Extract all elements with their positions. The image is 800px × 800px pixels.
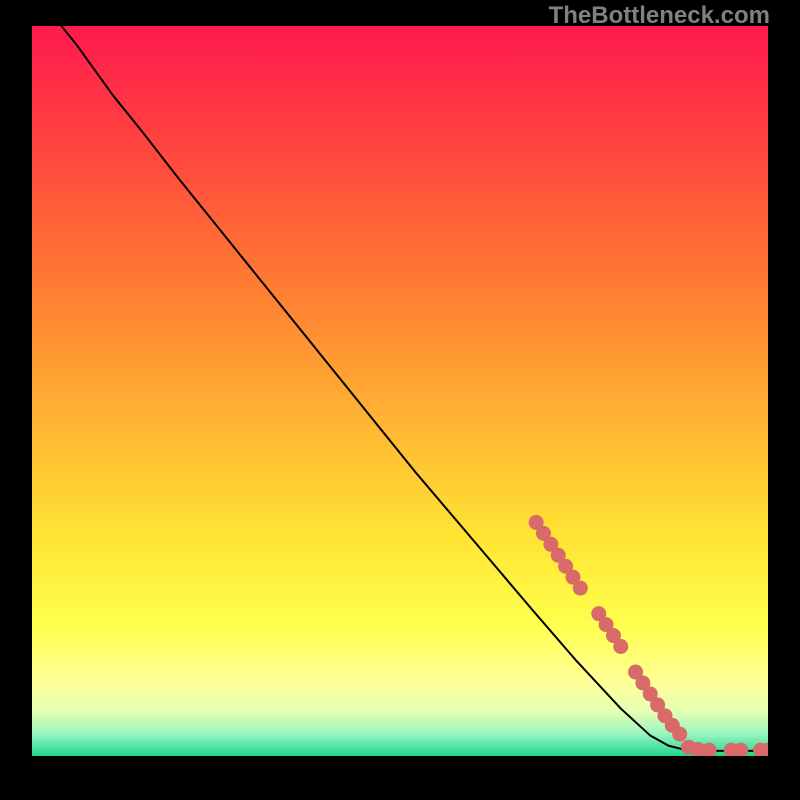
chart-svg [32, 26, 768, 756]
watermark-text: TheBottleneck.com [549, 2, 770, 30]
chart-marker [613, 639, 628, 654]
chart-marker [672, 727, 687, 742]
stage: TheBottleneck.com [0, 0, 800, 800]
chart-background [32, 26, 768, 756]
chart-marker [573, 581, 588, 596]
plot-area [32, 26, 768, 756]
